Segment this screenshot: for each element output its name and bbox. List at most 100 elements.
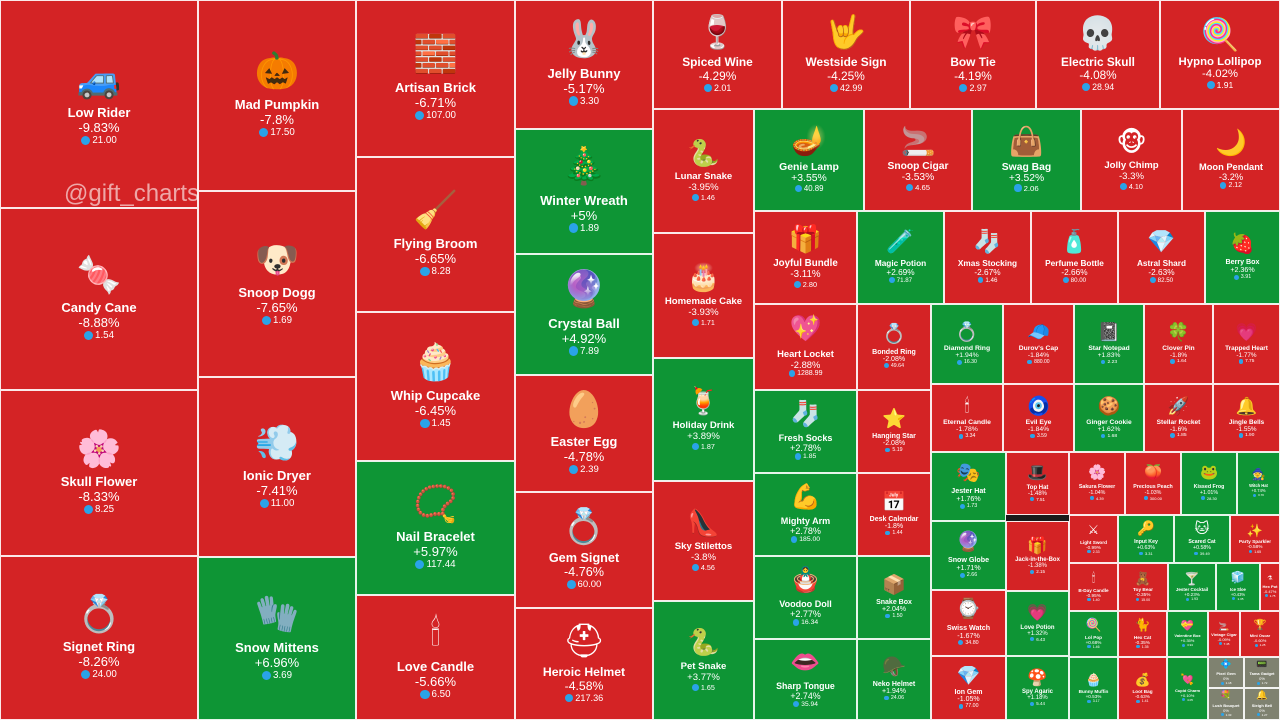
tile-jelly-bunny[interactable]: 🐰 Jelly Bunny -5.17% 3.30: [515, 0, 653, 129]
tile-mad-pumpkin[interactable]: 🎃 Mad Pumpkin -7.8% 17.50: [198, 0, 356, 191]
tile-b-day-candle[interactable]: 🕯 B-Day Candle -0.95% 1.40: [1069, 563, 1118, 611]
tile-artisan-brick[interactable]: 🧱 Artisan Brick -6.71% 107.00: [356, 0, 515, 157]
tile-whip-cupcake[interactable]: 🧁 Whip Cupcake -6.45% 1.45: [356, 312, 515, 461]
tile-low-rider[interactable]: 🚙 Low Rider -9.83% 21.00: [0, 0, 198, 208]
tile-star-notepad[interactable]: 📓 Star Notepad +1.83% 2.23: [1074, 304, 1144, 384]
tile-price: 2.01: [713, 83, 732, 94]
tile-jack-in-the-box[interactable]: 🎁 Jack-in-the-Box -1.38% 2.15: [1006, 521, 1069, 591]
tile-signet-ring[interactable]: 💍 Signet Ring -8.26% 24.00: [0, 556, 198, 720]
tile-eternal-candle[interactable]: 🕯 Eternal Candle -1.78% 3.34: [931, 384, 1003, 452]
tile-light-sword[interactable]: ⚔ Light Sword -0.99% 2.33: [1069, 515, 1118, 563]
tile-pixel-gem[interactable]: 💠 Pixel Gem 0% 1.18: [1208, 657, 1244, 688]
tile-sakura-flower[interactable]: 🌸 Sakura Flower -1.04% 4.39: [1069, 452, 1125, 515]
tile-jolly-chimp[interactable]: 🐵 Jolly Chimp -3.3% 4.10: [1081, 109, 1182, 211]
tile-love-potion[interactable]: 💗 Love Potion +1.32% 6.43: [1006, 591, 1069, 656]
tile-trapped-heart[interactable]: 💗 Trapped Heart -1.77% 7.75: [1213, 304, 1280, 384]
durov-s-cap-icon: 🧢: [1027, 320, 1050, 342]
tile-party-sparkler[interactable]: ✨ Party Sparkler -0.58% 1.65: [1230, 515, 1280, 563]
tile-jingle-bells[interactable]: 🔔 Jingle Bells -1.55% 1.90: [1213, 384, 1280, 452]
tile-input-key[interactable]: 🔑 Input Key +0.63% 3.31: [1118, 515, 1174, 563]
tile-astral-shard[interactable]: 💎 Astral Shard -2.63% 82.50: [1118, 211, 1205, 304]
tile-love-candle[interactable]: 🕯 Love Candle -5.66% 6.50: [356, 595, 515, 720]
tile-diamond-ring[interactable]: 💍 Diamond Ring +1.94% 16.30: [931, 304, 1003, 384]
tile-easter-egg[interactable]: 🥚 Easter Egg -4.78% 2.39: [515, 375, 653, 492]
tile-price-row: 4.05: [1182, 698, 1193, 702]
tile-toy-bear[interactable]: 🧸 Toy Bear -0.35% 15.00: [1118, 563, 1168, 611]
tile-mini-oscar[interactable]: 🏆 Mini Oscar -0.60% 1.25: [1240, 611, 1280, 657]
tile-snow-globe[interactable]: 🔮 Snow Globe +1.71% 2.66: [931, 521, 1006, 590]
tile-flying-broom[interactable]: 🧹 Flying Broom -6.65% 8.28: [356, 157, 515, 312]
tile-westside-sign[interactable]: 🤟 Westside Sign -4.25% 42.99: [782, 0, 910, 109]
tile-berry-box[interactable]: 🍓 Berry Box +2.36% 3.91: [1205, 211, 1280, 304]
tile-moon-pendant[interactable]: 🌙 Moon Pendant -3.2% 2.12: [1182, 109, 1280, 211]
tile-snake-box[interactable]: 📦 Snake Box +2.04% 1.50: [857, 556, 931, 639]
tile-price-row: 1.87: [692, 442, 715, 451]
tile-nail-bracelet[interactable]: 📿 Nail Bracelet +5.97% 117.44: [356, 461, 515, 595]
tile-durov-s-cap[interactable]: 🧢 Durov's Cap -1.84% 880.00: [1003, 304, 1074, 384]
tile-cupid-charm[interactable]: 💘 Cupid Charm +0.10% 4.05: [1167, 657, 1208, 720]
tile-electric-skull[interactable]: 💀 Electric Skull -4.08% 28.94: [1036, 0, 1160, 109]
tile-vintage-cigar[interactable]: 🚬 Vintage Cigar -0.09% 7.45: [1208, 611, 1240, 657]
tile-witch-hat[interactable]: 🧙 Witch Hat +0.74% 3.70: [1237, 452, 1280, 515]
tile-hex-pot[interactable]: ⚗ Hex Pot -0.47% 1.75: [1260, 563, 1280, 611]
tile-magic-potion[interactable]: 🧪 Magic Potion +2.69% 71.87: [857, 211, 944, 304]
ton-icon: [905, 184, 914, 192]
tile-snoop-cigar[interactable]: 🚬 Snoop Cigar -3.53% 4.65: [864, 109, 972, 211]
tile-bunny-muffin[interactable]: 🧁 Bunny Muffin +0.53% 3.17: [1069, 657, 1118, 720]
tile-hex-cat[interactable]: 🐈 Hex Cat -0.35% 1.35: [1118, 611, 1167, 657]
tile-joyful-bundle[interactable]: 🎁 Joyful Bundle -3.11% 2.80: [754, 211, 857, 304]
tile-ionic-dryer[interactable]: 💨 Ionic Dryer -7.41% 11.00: [198, 377, 356, 557]
tile-holiday-drink[interactable]: 🍹 Holiday Drink +3.89% 1.87: [653, 358, 754, 481]
tile-sky-stilettos[interactable]: 👠 Sky Stilettos -3.8% 4.56: [653, 481, 754, 601]
tile-sharp-tongue[interactable]: 👄 Sharp Tongue +2.74% 35.94: [754, 639, 857, 720]
tile-heroic-helmet[interactable]: ⛑ Heroic Helmet -4.58% 217.36: [515, 608, 653, 720]
tile-price: 2.97: [969, 83, 987, 94]
tile-ion-gem[interactable]: 💎 Ion Gem -1.05% 77.00: [931, 656, 1006, 720]
tile-loot-bag[interactable]: 💰 Loot Bag -0.63% 1.41: [1118, 657, 1167, 720]
tile-stellar-rocket[interactable]: 🚀 Stellar Rocket -1.6% 1.85: [1144, 384, 1213, 452]
tile-skull-flower[interactable]: 🌸 Skull Flower -8.33% 8.25: [0, 390, 198, 556]
tile-lunar-snake[interactable]: 🐍 Lunar Snake -3.95% 1.46: [653, 109, 754, 233]
tile-snoop-dogg[interactable]: 🐶 Snoop Dogg -7.65% 1.69: [198, 191, 356, 377]
tile-mighty-arm[interactable]: 💪 Mighty Arm +2.78% 185.00: [754, 473, 857, 556]
tile-neko-helmet[interactable]: 🪖 Neko Helmet +1.94% 24.06: [857, 639, 931, 720]
tile-xmas-stocking[interactable]: 🧦 Xmas Stocking -2.67% 1.46: [944, 211, 1031, 304]
tile-evil-eye[interactable]: 🧿 Evil Eye -1.84% 3.59: [1003, 384, 1074, 452]
tile-hanging-star[interactable]: ⭐ Hanging Star -2.08% 5.19: [857, 390, 931, 473]
tile-pet-snake[interactable]: 🐍 Pet Snake +3.77% 1.65: [653, 601, 754, 720]
tile-kissed-frog[interactable]: 🐸 Kissed Frog +1.01% 28.30: [1181, 452, 1237, 515]
tile-price: 7.89: [580, 345, 600, 357]
tile-candy-cane[interactable]: 🍬 Candy Cane -8.88% 1.54: [0, 208, 198, 390]
tile-winter-wreath[interactable]: 🎄 Winter Wreath +5% 1.89: [515, 129, 653, 254]
tile-valentine-box[interactable]: 💝 Valentine Box +0.35% 3.94: [1167, 611, 1208, 657]
tile-sleigh-bell[interactable]: 🔔 Sleigh Bell 0% 1.27: [1244, 688, 1280, 720]
tile-ice-sloe[interactable]: 🧊 Ice Sloe +0.43% 1.35: [1216, 563, 1260, 611]
tile-spy-agaric[interactable]: 🍄 Spy Agaric +1.18% 5.44: [1006, 656, 1069, 720]
tile-precious-peach[interactable]: 🍑 Precious Peach -1.03% 300.00: [1125, 452, 1181, 515]
tile-fresh-socks[interactable]: 🧦 Fresh Socks +2.78% 1.85: [754, 390, 857, 473]
tile-spiced-wine[interactable]: 🍷 Spiced Wine -4.29% 2.01: [653, 0, 782, 109]
tile-clover-pin[interactable]: 🍀 Clover Pin -1.8% 1.64: [1144, 304, 1213, 384]
tile-tama-gadget[interactable]: 📟 Tama Gadget 0% 1.72: [1244, 657, 1280, 688]
tile-bonded-ring[interactable]: 💍 Bonded Ring -2.08% 49.64: [857, 304, 931, 390]
tile-hypno-lollipop[interactable]: 🍭 Hypno Lollipop -4.02% 1.91: [1160, 0, 1280, 109]
tile-voodoo-doll[interactable]: 🪆 Voodoo Doll +2.77% 16.34: [754, 556, 857, 639]
tile-genie-lamp[interactable]: 🪔 Genie Lamp +3.55% 40.89: [754, 109, 864, 211]
tile-perfume-bottle[interactable]: 🧴 Perfume Bottle -2.66% 80.00: [1031, 211, 1118, 304]
tile-swiss-watch[interactable]: ⌚ Swiss Watch -1.67% 34.80: [931, 590, 1006, 656]
tile-swag-bag[interactable]: 👜 Swag Bag +3.52% 2.06: [972, 109, 1081, 211]
tile-jester-cocktail[interactable]: 🍸 Jester Cocktail +0.23% 1.93: [1168, 563, 1216, 611]
tile-desk-calendar[interactable]: 📅 Desk Calendar -1.8% 1.44: [857, 473, 931, 556]
tile-top-hat[interactable]: 🎩 Top Hat -1.48% 7.51: [1006, 452, 1069, 515]
tile-scared-cat[interactable]: 🐱 Scared Cat +0.58% 39.49: [1174, 515, 1230, 563]
tile-bow-tie[interactable]: 🎀 Bow Tie -4.19% 2.97: [910, 0, 1036, 109]
tile-lol-pop[interactable]: 🍭 Lol Pop +0.68% 1.46: [1069, 611, 1118, 657]
tile-crystal-ball[interactable]: 🔮 Crystal Ball +4.92% 7.89: [515, 254, 653, 375]
tile-gem-signet[interactable]: 💍 Gem Signet -4.76% 60.00: [515, 492, 653, 608]
tile-homemade-cake[interactable]: 🎂 Homemade Cake -3.93% 1.71: [653, 233, 754, 358]
tile-snow-mittens[interactable]: 🧤 Snow Mittens +6.96% 3.69: [198, 557, 356, 720]
tile-heart-locket[interactable]: 💖 Heart Locket -2.88% 1288.99: [754, 304, 857, 390]
tile-ginger-cookie[interactable]: 🍪 Ginger Cookie +1.62% 1.68: [1074, 384, 1144, 452]
tile-jester-hat[interactable]: 🎭 Jester Hat +1.76% 1.73: [931, 452, 1006, 521]
tile-lush-bouquet[interactable]: 💐 Lush Bouquet 0% 1.33: [1208, 688, 1244, 720]
